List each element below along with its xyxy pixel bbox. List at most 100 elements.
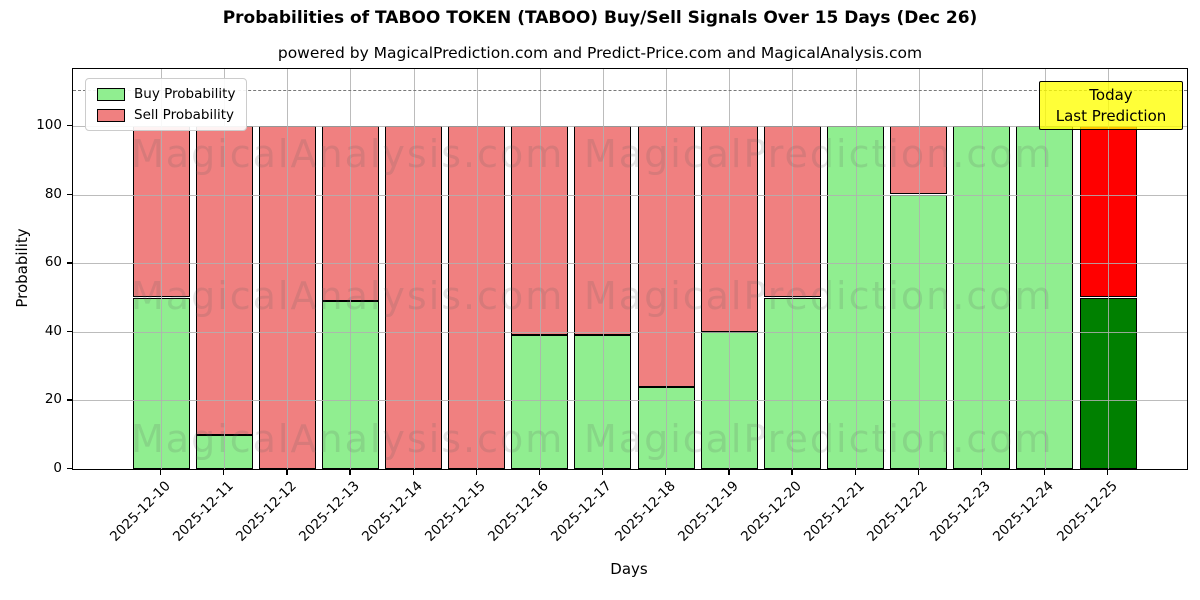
legend-label-sell: Sell Probability (134, 107, 235, 123)
x-tick-mark (601, 470, 604, 475)
watermark-text: MagicalPrediction.com (584, 274, 1054, 318)
gridline-horizontal (73, 331, 1187, 333)
x-tick-mark (349, 470, 351, 475)
x-tick-label: 2025-12-21 (801, 478, 868, 545)
x-tick-label: 2025-12-12 (232, 478, 300, 545)
x-tick-label: 2025-12-14 (359, 478, 426, 545)
y-tick-mark (66, 468, 72, 470)
sell-segment (132, 125, 190, 298)
y-tick-mark (66, 399, 72, 401)
today-annotation: Today Last Prediction (1039, 81, 1183, 130)
gridline-vertical (918, 69, 920, 469)
sell-segment (511, 125, 569, 336)
x-tick-mark (980, 470, 983, 475)
today-annotation-line2: Last Prediction (1055, 106, 1167, 125)
watermark-text: MagicalAnalysis.com (131, 417, 565, 461)
x-tick-mark (1107, 470, 1109, 475)
buy-segment (700, 331, 758, 469)
x-tick-mark (791, 470, 793, 475)
chart-title: Probabilities of TABOO TOKEN (TABOO) Buy… (222, 8, 978, 28)
plot-area: MagicalAnalysis.com MagicalPrediction.com… (72, 68, 1188, 470)
x-tick-mark (475, 470, 478, 475)
gridline-horizontal (73, 263, 1187, 265)
y-tick-mark (66, 124, 72, 127)
buy-segment (637, 386, 695, 469)
x-tick-label: 2025-12-20 (737, 478, 805, 545)
buy-segment (321, 300, 379, 469)
legend-label-buy: Buy Probability (134, 86, 236, 102)
buy-segment (132, 297, 190, 469)
x-tick-label: 2025-12-11 (169, 478, 237, 545)
x-tick-label: 2025-12-10 (106, 478, 174, 545)
watermark-text: MagicalPrediction.com (584, 417, 1054, 461)
gridline-horizontal (73, 400, 1187, 402)
x-tick-label: 2025-12-17 (548, 478, 616, 545)
x-tick-label: 2025-12-15 (422, 478, 490, 545)
buy-segment (574, 335, 632, 469)
watermark-text: MagicalPrediction.com (584, 132, 1054, 176)
x-tick-label: 2025-12-24 (990, 478, 1058, 545)
gridline-vertical (602, 69, 604, 469)
x-tick-label: 2025-12-23 (927, 478, 995, 545)
watermark-text: MagicalAnalysis.com (131, 274, 565, 318)
sell-segment (574, 125, 632, 336)
gridline-vertical (476, 69, 478, 469)
x-tick-mark (1043, 470, 1046, 475)
gridline-vertical (666, 69, 668, 469)
sell-segment (385, 125, 442, 469)
buy-segment (1016, 125, 1074, 469)
x-tick-mark (286, 470, 288, 475)
gridline-vertical (539, 69, 541, 469)
buy-segment (511, 335, 569, 469)
gridline-vertical (729, 69, 731, 469)
threshold-dashed-line (73, 89, 1187, 91)
gridline-vertical (855, 69, 857, 469)
x-tick-label: 2025-12-22 (864, 478, 931, 545)
buy-segment (1079, 297, 1137, 469)
y-tick-label: 0 (53, 460, 62, 476)
x-tick-mark (917, 470, 919, 475)
sell-segment (1079, 125, 1137, 298)
gridline-horizontal (73, 194, 1187, 196)
legend-item-buy: Buy Probability (97, 86, 235, 102)
buy-segment (953, 125, 1011, 469)
sell-segment (448, 125, 506, 469)
sell-segment (890, 125, 948, 195)
sell-segment (258, 125, 316, 469)
chart-subtitle: powered by MagicalPrediction.com and Pre… (277, 44, 923, 62)
y-tick-mark (66, 193, 72, 195)
x-tick-mark (223, 470, 225, 475)
sell-probability-swatch (97, 108, 125, 122)
y-tick-label: 20 (44, 391, 62, 408)
sell-segment (700, 125, 758, 332)
x-tick-mark (538, 470, 541, 475)
gridline-vertical (350, 69, 352, 469)
x-tick-mark (160, 470, 162, 475)
sell-segment (195, 125, 253, 435)
x-tick-mark (665, 470, 667, 475)
gridline-vertical (981, 69, 983, 469)
legend: Buy Probability Sell Probability (85, 78, 248, 131)
today-annotation-line1: Today (1089, 85, 1133, 104)
y-tick-mark (66, 262, 72, 264)
gridline-vertical (287, 69, 289, 469)
y-tick-label: 80 (44, 185, 62, 202)
gridline-vertical (792, 69, 794, 469)
sell-segment (637, 125, 695, 387)
y-tick-label: 40 (44, 322, 62, 339)
watermark-text: MagicalAnalysis.com (131, 132, 565, 176)
y-tick-label: 100 (36, 116, 62, 133)
buy-segment (890, 194, 948, 469)
buy-probability-swatch (97, 87, 125, 101)
sell-segment (763, 125, 821, 298)
buy-segment (827, 125, 884, 469)
y-tick-mark (66, 330, 72, 333)
gridline-vertical (413, 69, 415, 469)
y-tick-label: 60 (44, 254, 62, 271)
x-tick-mark (728, 470, 730, 475)
buy-segment (195, 434, 253, 469)
x-tick-label: 2025-12-18 (611, 478, 679, 545)
x-tick-mark (854, 470, 856, 475)
x-axis-label: Days (610, 560, 648, 578)
